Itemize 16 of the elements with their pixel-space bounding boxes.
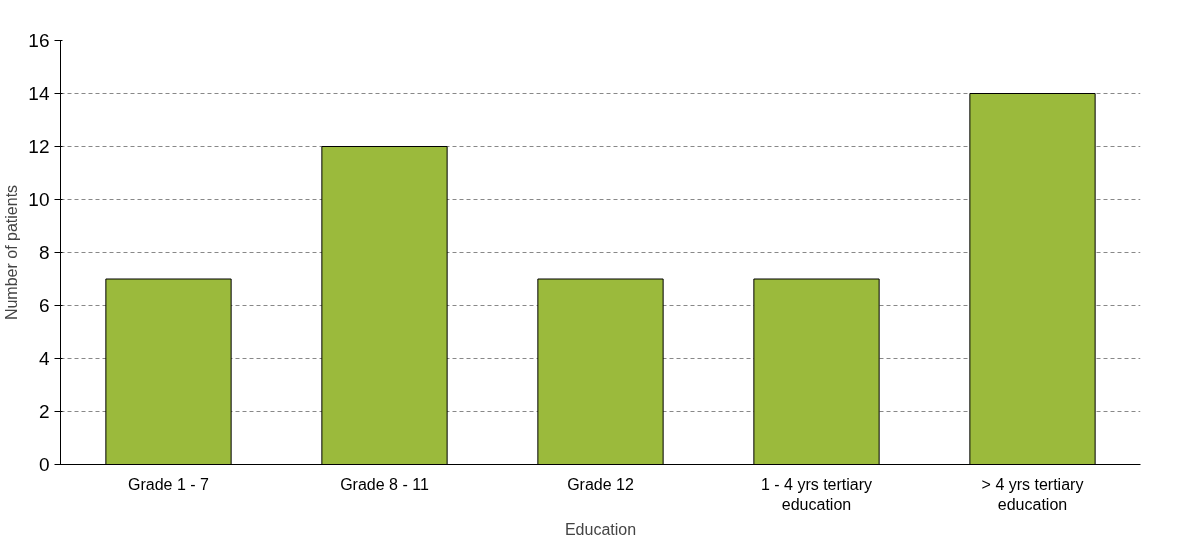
x-tick-label: > 4 yrs tertiary education (981, 475, 1084, 513)
y-tick-label: 16 (28, 30, 50, 51)
x-axis-title: Education (564, 520, 637, 538)
y-tick-label: 14 (28, 83, 50, 104)
y-tick-label: 2 (38, 401, 50, 422)
y-tick-label: 6 (38, 295, 50, 316)
x-tick-label: 1 - 4 yrs tertiary education (760, 475, 873, 513)
x-tick-label: Grade 1 - 7 (128, 475, 210, 493)
y-tick-label: 10 (28, 189, 50, 210)
y-axis-title: Number of patients (3, 184, 21, 321)
y-tick-label: 8 (38, 242, 50, 263)
y-tick-label: 0 (38, 454, 50, 475)
x-tick-label: Grade 12 (567, 475, 634, 493)
y-tick-label: 4 (38, 348, 50, 369)
y-tick-label: 12 (28, 136, 50, 157)
x-tick-label: Grade 8 - 11 (340, 475, 429, 493)
